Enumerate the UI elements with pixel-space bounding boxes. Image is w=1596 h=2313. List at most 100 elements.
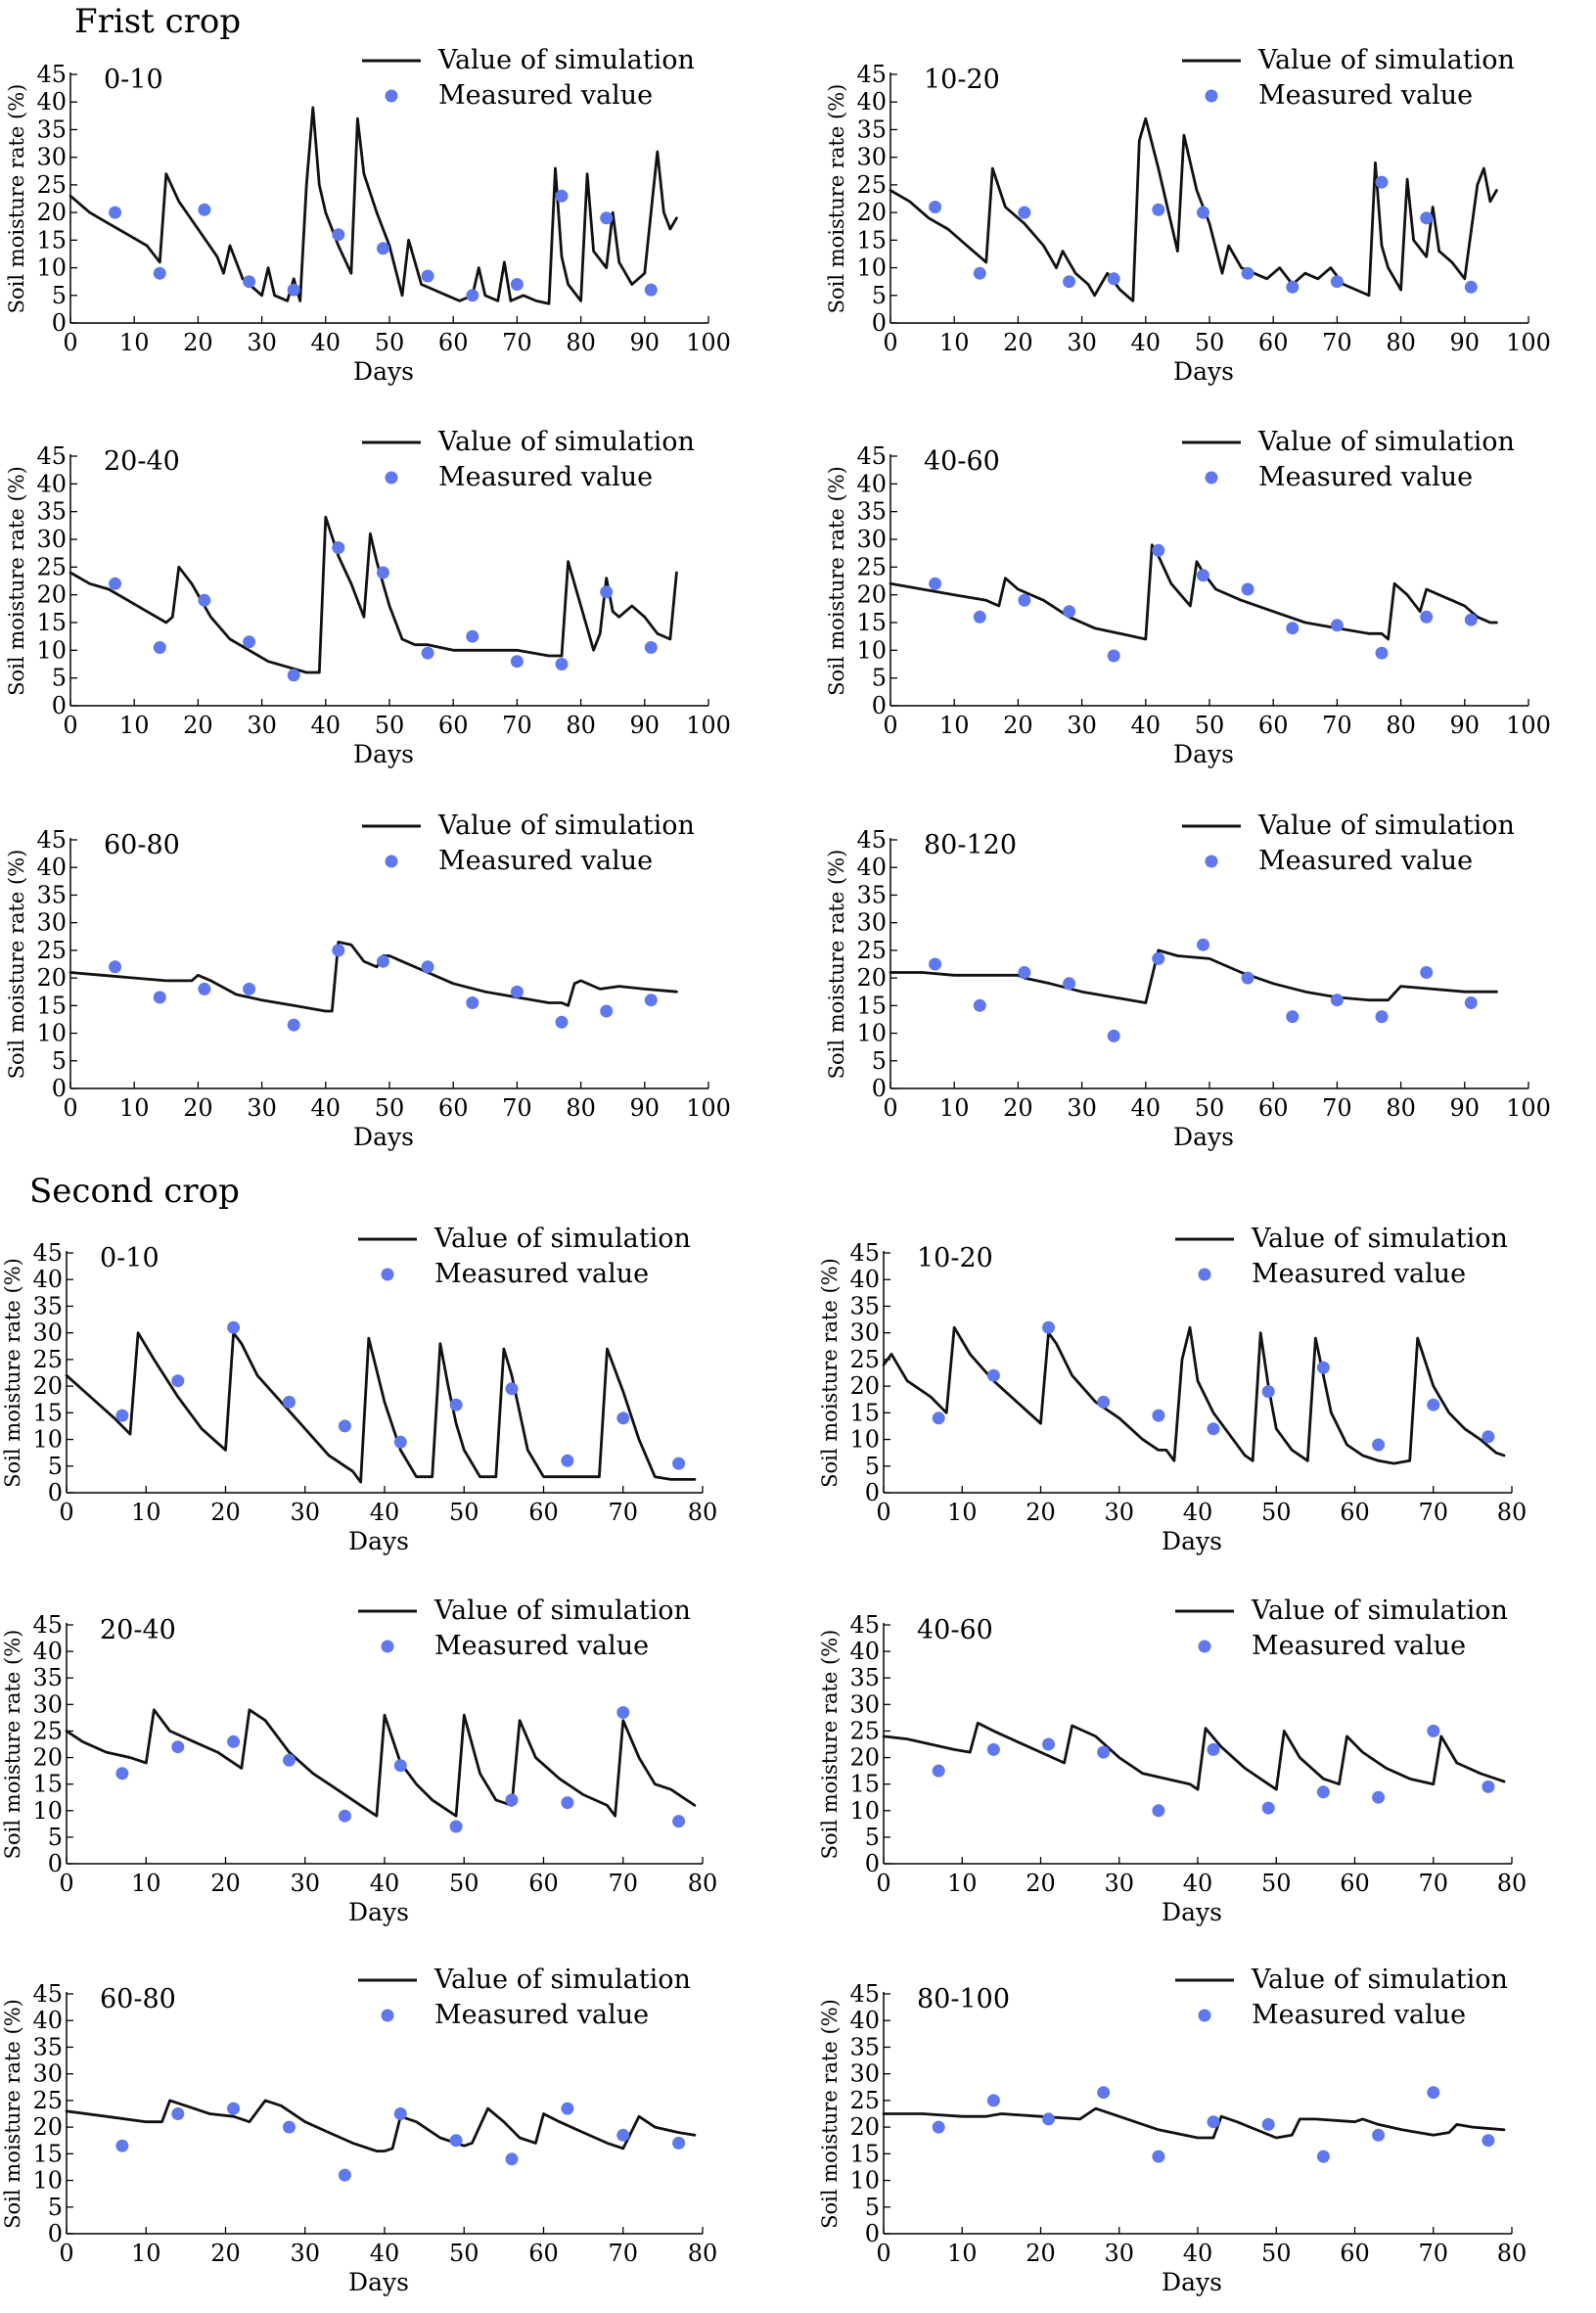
x-tick-label: 60 <box>528 2240 559 2267</box>
measured-point <box>466 289 479 302</box>
layer-label: 40-60 <box>917 1615 993 1645</box>
x-tick-label: 20 <box>1026 2240 1056 2267</box>
measured-point <box>600 1004 614 1018</box>
x-tick-label: 20 <box>183 329 213 356</box>
measured-point <box>1152 203 1165 216</box>
measured-point <box>1375 646 1389 660</box>
x-axis-label: Days <box>1173 740 1234 768</box>
x-tick-label: 0 <box>876 2240 890 2267</box>
simulation-line <box>65 1708 697 1818</box>
measured-point <box>561 1454 574 1467</box>
legend-marker-swatch <box>1198 2009 1211 2022</box>
measured-point <box>510 985 524 998</box>
measured-point <box>932 1411 945 1425</box>
measured-point <box>1197 569 1209 582</box>
y-tick-label: 45 <box>849 1980 880 2008</box>
x-tick-label: 40 <box>1131 329 1162 356</box>
x-tick-label: 90 <box>630 1094 661 1122</box>
y-tick-label: 15 <box>856 609 887 636</box>
measured-point <box>672 1815 686 1828</box>
x-tick-label: 80 <box>566 329 596 356</box>
y-tick-label: 25 <box>849 1346 880 1373</box>
x-tick-label: 50 <box>1195 329 1225 356</box>
y-axis-label: Soil moisture rate (%) <box>5 84 28 314</box>
x-tick-label: 10 <box>947 1870 978 1897</box>
measured-point <box>466 996 479 1009</box>
y-tick-label: 0 <box>48 2220 63 2247</box>
x-tick-label: 60 <box>1340 2240 1370 2267</box>
measured-point <box>1097 2086 1111 2100</box>
y-tick-label: 45 <box>36 826 67 854</box>
measured-point <box>115 1767 129 1781</box>
measured-point <box>1152 543 1165 557</box>
measured-point <box>510 655 524 669</box>
y-tick-label: 5 <box>52 282 67 309</box>
legend-line-label: Value of simulation <box>1251 1596 1508 1626</box>
x-tick-label: 0 <box>876 1499 890 1526</box>
measured-point <box>1372 1438 1386 1452</box>
y-axis-label: Soil moisture rate (%) <box>1 1630 24 1860</box>
y-tick-label: 5 <box>872 665 887 692</box>
x-tick-label: 0 <box>63 1094 77 1122</box>
measured-point <box>986 2094 1000 2107</box>
x-tick-label: 30 <box>1067 1094 1097 1122</box>
layer-label: 80-120 <box>924 830 1017 860</box>
measured-point <box>421 960 434 974</box>
measured-point <box>1042 2112 1055 2126</box>
y-tick-label: 30 <box>36 909 67 937</box>
y-tick-label: 15 <box>856 226 887 254</box>
x-axis-label: Days <box>1162 1898 1222 1926</box>
legend-line-label: Value of simulation <box>433 1965 691 1995</box>
x-tick-label: 30 <box>1067 712 1097 739</box>
legend-marker-swatch <box>1205 855 1218 868</box>
x-tick-label: 30 <box>247 712 277 739</box>
x-tick-label: 0 <box>63 712 77 739</box>
x-axis-label: Days <box>348 2268 409 2296</box>
x-tick-label: 10 <box>939 712 970 739</box>
y-tick-label: 25 <box>849 1717 880 1744</box>
x-tick-label: 40 <box>311 712 342 739</box>
measured-point <box>1241 971 1254 985</box>
simulation-line <box>68 515 678 674</box>
y-tick-label: 0 <box>865 1479 880 1506</box>
x-tick-label: 90 <box>630 712 661 739</box>
x-tick-label: 0 <box>883 1094 897 1122</box>
measured-point <box>644 994 658 1007</box>
x-tick-label: 20 <box>183 1094 213 1122</box>
x-tick-label: 70 <box>502 329 532 356</box>
measured-point <box>1018 593 1031 607</box>
y-tick-label: 15 <box>849 1771 880 1798</box>
measured-point <box>449 2134 463 2148</box>
measured-point <box>1107 649 1120 663</box>
y-tick-label: 15 <box>849 2140 880 2167</box>
legend-marker-label: Measured value <box>438 80 653 111</box>
measured-point <box>227 1320 241 1334</box>
simulation-line <box>889 116 1498 302</box>
simulation-line <box>882 1721 1506 1791</box>
legend-marker-swatch <box>385 471 398 485</box>
legend-marker-label: Measured value <box>1258 80 1473 111</box>
y-tick-label: 30 <box>856 144 887 171</box>
x-tick-label: 40 <box>311 1094 342 1122</box>
measured-point <box>1286 280 1300 294</box>
y-tick-label: 20 <box>856 581 887 609</box>
measured-point <box>1420 211 1434 225</box>
y-tick-label: 20 <box>32 2113 63 2141</box>
measured-point <box>616 1411 630 1425</box>
x-tick-label: 60 <box>1258 1094 1289 1122</box>
measured-point <box>1261 1385 1275 1399</box>
legend-marker-label: Measured value <box>1252 2000 1466 2030</box>
x-tick-label: 80 <box>1386 1094 1416 1122</box>
legend-marker-label: Measured value <box>1258 846 1473 876</box>
y-tick-label: 40 <box>36 854 67 881</box>
x-tick-label: 90 <box>630 329 661 356</box>
y-tick-label: 25 <box>32 1717 63 1744</box>
measured-point <box>1375 175 1389 189</box>
y-tick-label: 0 <box>52 1075 67 1102</box>
measured-point <box>1042 1737 1055 1751</box>
y-tick-label: 35 <box>856 116 887 143</box>
